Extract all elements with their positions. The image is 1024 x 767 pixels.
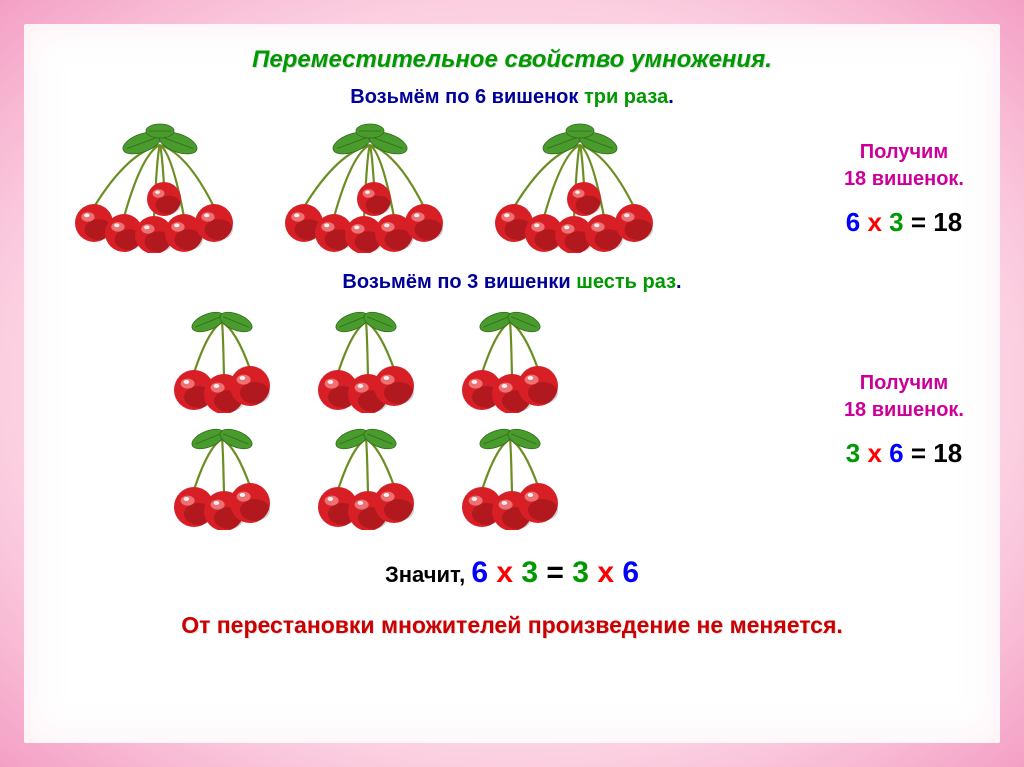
eq1-b: 3 bbox=[889, 207, 903, 237]
cherry-cluster-icon bbox=[64, 123, 244, 253]
conclusion-a: 6 bbox=[471, 556, 488, 589]
subtitle-1-part1: Возьмём по 6 вишенок bbox=[350, 86, 584, 108]
page-title: Переместительное свойство умножения. bbox=[24, 24, 1000, 74]
result-2-line2: 18 вишенок. bbox=[844, 397, 964, 424]
subtitle-2-part2: шесть раз bbox=[576, 271, 676, 293]
cherry-row-6 bbox=[64, 123, 664, 253]
eq1-r: 18 bbox=[933, 207, 962, 237]
subtitle-2-part3: . bbox=[676, 271, 682, 293]
cherry-cluster-icon bbox=[452, 308, 562, 413]
cherry-grid-3 bbox=[164, 308, 562, 530]
result-block-1: Получим 18 вишенок. 6 х 3 = 18 bbox=[844, 139, 970, 238]
cherry-cluster-icon bbox=[274, 123, 454, 253]
subtitle-1: Возьмём по 6 вишенок три раза. bbox=[24, 86, 1000, 109]
eq1-eq: = bbox=[904, 207, 934, 237]
subtitle-1-part3: . bbox=[668, 86, 674, 108]
result-2-line1: Получим bbox=[844, 370, 964, 397]
eq2-eq: = bbox=[904, 438, 934, 468]
cherry-cluster-icon bbox=[164, 425, 274, 530]
eq2-b: 6 bbox=[889, 438, 903, 468]
section-6x3: Получим 18 вишенок. 6 х 3 = 18 bbox=[24, 123, 1000, 253]
conclusion-x1: х bbox=[488, 556, 521, 589]
conclusion-pre: Значит, bbox=[385, 562, 471, 587]
rule-text: От перестановки множителей произведение … bbox=[24, 612, 1000, 639]
cherry-cluster-icon bbox=[452, 425, 562, 530]
section-3x6: Получим 18 вишенок. 3 х 6 = 18 bbox=[24, 308, 1000, 530]
cherry-cluster-icon bbox=[308, 425, 418, 530]
cherry-cluster-icon bbox=[308, 308, 418, 413]
conclusion-b: 3 bbox=[521, 556, 538, 589]
slide-card: Переместительное свойство умножения. Воз… bbox=[24, 24, 1000, 743]
equation-1: 6 х 3 = 18 bbox=[844, 207, 964, 238]
eq1-x: х bbox=[860, 207, 889, 237]
conclusion: Значит, 6 х 3 = 3 х 6 bbox=[24, 556, 1000, 590]
cherry-cluster-icon bbox=[164, 308, 274, 413]
eq2-r: 18 bbox=[933, 438, 962, 468]
eq2-x: х bbox=[860, 438, 889, 468]
subtitle-1-part2: три раза bbox=[584, 86, 668, 108]
conclusion-c: 3 bbox=[572, 556, 589, 589]
cherry-cluster-icon bbox=[484, 123, 664, 253]
equation-2: 3 х 6 = 18 bbox=[844, 438, 964, 469]
conclusion-x2: х bbox=[589, 556, 622, 589]
result-1-line1: Получим bbox=[844, 139, 964, 166]
subtitle-2: Возьмём по 3 вишенки шесть раз. bbox=[24, 271, 1000, 294]
eq1-a: 6 bbox=[846, 207, 860, 237]
conclusion-d: 6 bbox=[622, 556, 639, 589]
subtitle-2-part1: Возьмём по 3 вишенки bbox=[342, 271, 576, 293]
result-block-2: Получим 18 вишенок. 3 х 6 = 18 bbox=[844, 370, 970, 469]
eq2-a: 3 bbox=[846, 438, 860, 468]
conclusion-eq: = bbox=[538, 556, 572, 589]
result-1-line2: 18 вишенок. bbox=[844, 166, 964, 193]
